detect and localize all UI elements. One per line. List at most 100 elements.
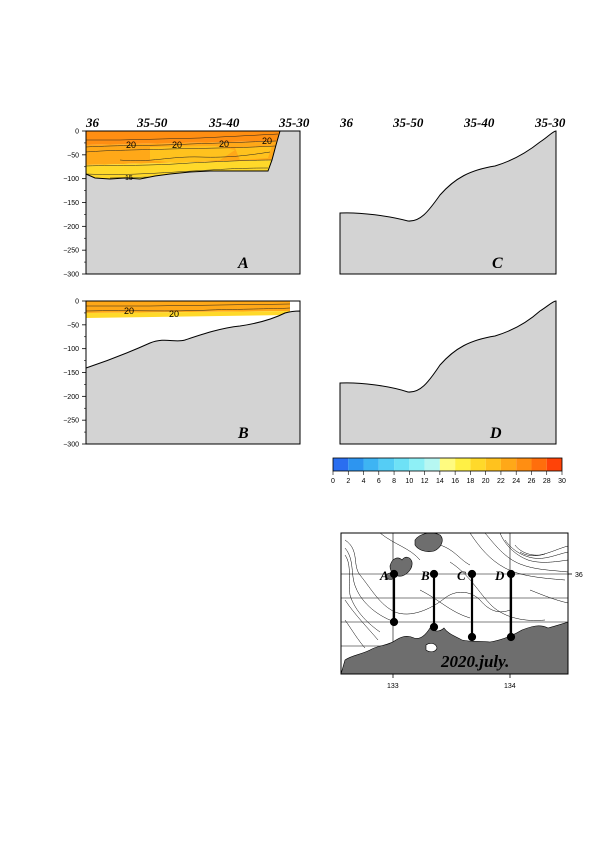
panel-a-patch-center: [150, 146, 235, 163]
panel-b-layer-orange: [86, 301, 290, 313]
map-transect-label-d: D: [494, 568, 505, 583]
temperature-colorbar: 0 2 4 6 8 10 12 14 16 18 20 22 24 26 28 30: [331, 457, 566, 485]
lat-label-3540-left: 35-40: [208, 115, 240, 130]
map-transect-label-c: C: [457, 568, 466, 583]
colorbar-swatch: [333, 458, 349, 471]
colorbar-swatch: [439, 458, 456, 471]
transect-b-end: [429, 622, 439, 632]
lat-label-3530-right: 35-30: [534, 115, 566, 130]
colorbar-tick-label: 30: [558, 478, 566, 485]
transect-c-start: [467, 569, 477, 579]
transect-d-end: [506, 632, 516, 642]
panel-a-layer-orange-top: [86, 131, 280, 145]
panel-a-contours: [85, 133, 279, 179]
panel-a-patch-right: [235, 146, 272, 160]
colorbar-tick-label: 10: [405, 478, 413, 485]
panel-a-contour-label-4: 20: [262, 136, 272, 146]
panel-c: C: [339, 130, 557, 275]
colorbar-swatch: [455, 458, 471, 471]
map-transects: [389, 569, 516, 642]
depth-axis-a-tick-label: −50: [67, 152, 79, 159]
depth-axis-a-tick-label: −300: [63, 272, 79, 279]
colorbar-swatch: [378, 458, 395, 471]
map-inset: A B C D 2020.july. 133 134 36: [340, 532, 583, 690]
colorbar-tick-label: 12: [421, 478, 429, 485]
colorbar-tick-label: 26: [528, 478, 536, 485]
depth-axis-b-tick-label: −250: [63, 418, 79, 425]
colorbar-tick-label: 6: [377, 478, 381, 485]
colorbar-frame: [332, 457, 563, 472]
transect-c-end: [467, 632, 477, 642]
map-coastline: [341, 621, 568, 674]
colorbar-swatch: [531, 458, 547, 471]
colorbar-swatch: [546, 458, 562, 471]
colorbar-swatch: [363, 458, 379, 471]
depth-axis-b-tick-label: −100: [63, 346, 79, 353]
panel-b-label: B: [237, 425, 249, 442]
transect-b-start: [429, 569, 439, 579]
depth-axis-b-tick-label: −200: [63, 394, 79, 401]
depth-axis-a-tick-label: −200: [63, 224, 79, 231]
colorbar-tick-label: 0: [331, 478, 335, 485]
panel-d-label: D: [489, 425, 502, 442]
panel-d-seafloor: [339, 300, 557, 445]
map-bathymetry-contours: [344, 533, 568, 649]
lat-labels-right: 36 35-50 35-40 35-30: [339, 115, 566, 130]
depth-axis-b-tick-label: −50: [67, 322, 79, 329]
map-frame: [340, 532, 569, 675]
map-lon-label-133: 133: [387, 683, 399, 690]
colorbar-swatch: [424, 458, 440, 471]
colorbar-swatch: [485, 458, 501, 471]
map-lake: [425, 643, 438, 653]
panel-a-label: A: [237, 255, 249, 272]
map-land: [341, 533, 568, 674]
colorbar-tick-label: 20: [482, 478, 490, 485]
depth-axis-a-tick-label: −150: [63, 200, 79, 207]
panel-b-contours: [85, 303, 291, 312]
colorbar-tick-label: 4: [362, 478, 366, 485]
colorbar-tick-label: 8: [392, 478, 396, 485]
colorbar-tick-label: 2: [346, 478, 350, 485]
transect-d-start: [506, 569, 516, 579]
lat-label-3540-right: 35-40: [463, 115, 495, 130]
map-transect-label-b: B: [420, 568, 430, 583]
lat-label-3550-right: 35-50: [392, 115, 424, 130]
depth-axis-a-tick-label: 0: [75, 129, 79, 136]
depth-axis-b-tick-label: −300: [63, 442, 79, 449]
lat-label-36-right: 36: [339, 115, 354, 130]
depth-axis-a-tick-label: −250: [63, 248, 79, 255]
lat-labels-left: 36 35-50 35-40 35-30: [85, 115, 310, 130]
map-transect-label-a: A: [379, 568, 389, 583]
colorbar-tick-label: 24: [512, 478, 520, 485]
lat-label-3530-left: 35-30: [278, 115, 310, 130]
map-date-label: 2020.july.: [440, 652, 509, 671]
lat-label-36-left: 36: [85, 115, 100, 130]
colorbar-swatch: [516, 458, 532, 471]
transect-a-start: [389, 569, 399, 579]
panel-b-layer-yellow: [86, 311, 290, 318]
colorbar-swatch: [470, 458, 486, 471]
lat-label-3550-left: 35-50: [136, 115, 168, 130]
colorbar-swatch: [409, 458, 425, 471]
panel-a-contour-label-2: 20: [172, 140, 182, 150]
colorbar-tick-label: 14: [436, 478, 444, 485]
colorbar-tick-label: 18: [467, 478, 475, 485]
colorbar-tick-label: 22: [497, 478, 505, 485]
depth-axis-b-tick-label: 0: [75, 299, 79, 306]
map-lon-label-134: 134: [504, 683, 516, 690]
depth-axis-b-tick-label: −150: [63, 370, 79, 377]
panel-d: D: [339, 300, 557, 445]
depth-axis-a: 0 −50 −100 −150 −200 −250 −300: [63, 129, 86, 279]
panel-a: 20 20 20 20 15 A: [85, 130, 301, 275]
panel-b-seafloor: [85, 310, 301, 445]
panel-b-contour-label-1: 20: [124, 306, 134, 316]
panel-a-layer-yellow: [86, 160, 274, 180]
colorbar-swatch: [394, 458, 410, 471]
panel-b-contour-label-2: 20: [169, 309, 179, 319]
colorbar-swatch: [348, 458, 364, 471]
panel-a-contour-label-5: 15: [125, 175, 133, 182]
depth-axis-b: 0 −50 −100 −150 −200 −250 −300: [63, 299, 86, 449]
colorbar-tick-label: 28: [543, 478, 551, 485]
transect-a-end: [389, 617, 399, 627]
